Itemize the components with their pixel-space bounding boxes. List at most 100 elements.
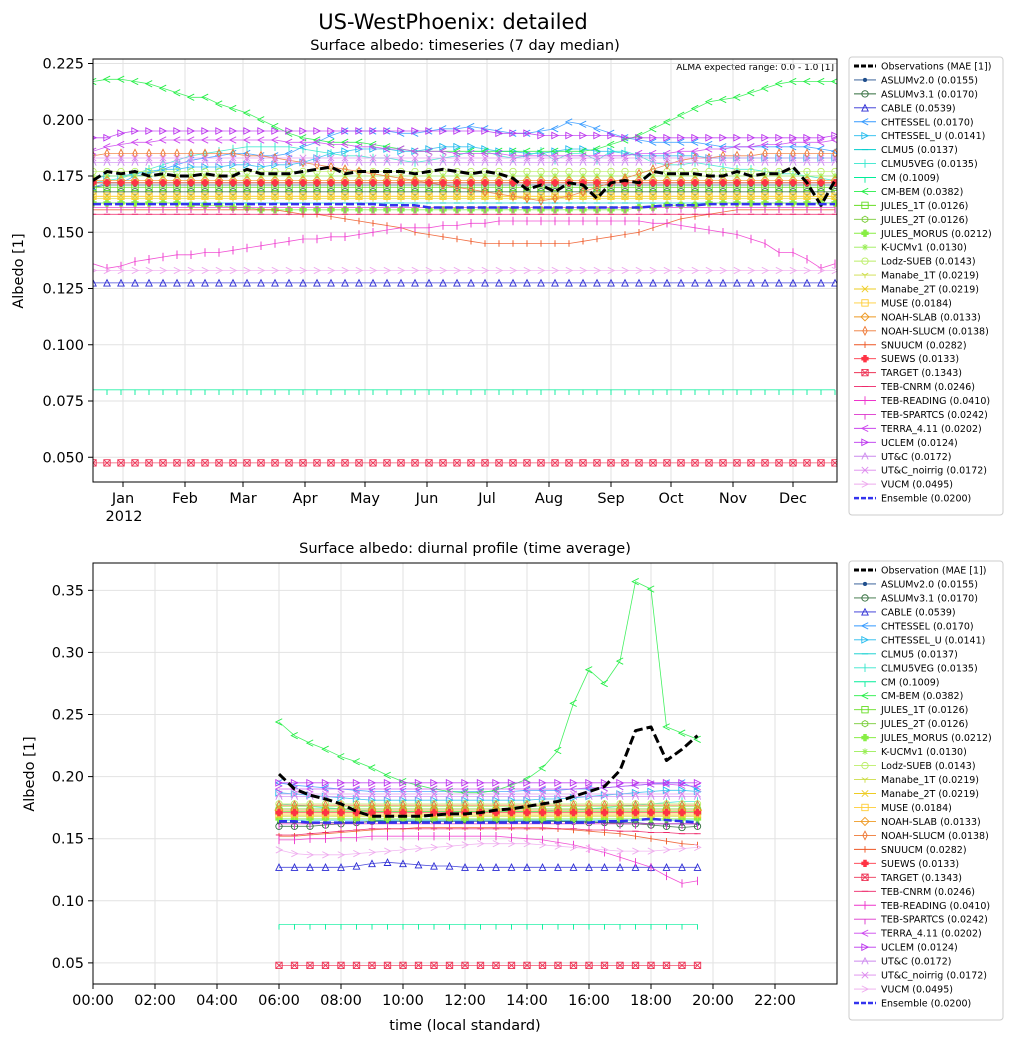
series-uclem	[93, 127, 837, 142]
legend-entry: Lodz-SUEB (0.0143)	[854, 257, 976, 268]
data-point	[290, 863, 299, 871]
data-point	[352, 961, 361, 970]
data-point	[663, 154, 671, 162]
data-point	[467, 167, 475, 176]
data-point	[368, 778, 377, 787]
data-point	[158, 84, 167, 92]
data-point	[746, 143, 755, 151]
data-point	[584, 785, 593, 793]
data-point	[693, 863, 702, 871]
data-point	[537, 266, 546, 275]
data-point	[719, 188, 727, 196]
data-point	[306, 961, 314, 970]
legend-marker	[861, 873, 869, 881]
data-point	[606, 140, 615, 149]
legend-entry: UT&C_noirrig (0.0172)	[854, 971, 987, 982]
data-point	[229, 459, 237, 467]
data-point	[719, 192, 727, 200]
data-point	[693, 808, 702, 817]
x-tick-label: 04:00	[196, 993, 238, 1009]
data-point	[397, 192, 405, 200]
data-point	[337, 792, 345, 800]
series-ut-c	[93, 158, 837, 166]
legend-label: UT&C_noirrig (0.0172)	[881, 466, 987, 477]
data-point	[551, 278, 559, 287]
data-point	[705, 179, 713, 187]
data-point	[551, 131, 560, 140]
data-point	[425, 459, 433, 467]
data-point	[507, 808, 516, 817]
data-point	[565, 192, 573, 200]
data-point	[257, 278, 265, 287]
legend-label: Lodz-SUEB (0.0143)	[881, 257, 976, 268]
data-point	[173, 266, 182, 275]
data-point	[538, 961, 547, 970]
data-point	[131, 179, 139, 187]
data-point	[704, 145, 713, 153]
data-point	[481, 179, 489, 187]
data-point	[607, 131, 616, 140]
legend-label: UCLEM (0.0124)	[881, 943, 958, 954]
data-point	[621, 154, 629, 162]
data-point	[607, 158, 615, 166]
legend-entry: NOAH-SLAB (0.0133)	[854, 816, 981, 828]
data-point	[414, 792, 423, 800]
legend-entry: TEB-READING (0.0410)	[854, 396, 990, 407]
data-point	[337, 863, 345, 871]
data-point	[438, 147, 447, 155]
data-point	[383, 127, 392, 135]
data-point	[383, 154, 391, 162]
data-point	[616, 808, 624, 817]
data-point	[634, 149, 643, 158]
data-point	[201, 278, 209, 287]
data-point	[635, 459, 643, 467]
data-point	[481, 278, 489, 287]
series-line	[93, 78, 835, 152]
data-point	[523, 790, 531, 798]
data-point	[159, 459, 167, 467]
data-point	[523, 179, 531, 187]
legend-marker	[861, 733, 869, 742]
data-point	[439, 158, 447, 166]
data-point	[747, 266, 756, 275]
data-point	[144, 80, 153, 88]
data-point	[693, 778, 702, 787]
data-point	[352, 792, 361, 800]
legend-label: NOAH-SLAB (0.0133)	[881, 817, 981, 828]
data-point	[817, 179, 825, 187]
legend-label: UCLEM (0.0124)	[881, 438, 958, 449]
series-teb-reading	[278, 832, 698, 888]
data-point	[299, 127, 308, 135]
data-point	[411, 154, 419, 162]
data-point	[607, 167, 615, 176]
data-point	[466, 122, 475, 131]
legend-marker	[861, 201, 869, 210]
data-point	[201, 158, 209, 166]
data-point	[257, 154, 265, 162]
data-point	[321, 785, 329, 793]
data-point	[159, 266, 168, 275]
data-point	[326, 131, 335, 140]
data-point	[396, 145, 405, 153]
data-point	[510, 191, 516, 202]
data-point	[580, 186, 586, 197]
data-point	[733, 459, 741, 467]
data-point	[476, 785, 484, 793]
data-point	[397, 459, 405, 467]
data-point	[775, 266, 784, 275]
data-point	[353, 849, 361, 858]
x-tick-label: 22:00	[754, 993, 796, 1009]
data-point	[321, 790, 330, 798]
data-point	[635, 266, 644, 275]
legend-entry: CLMU5 (0.0137)	[854, 145, 958, 156]
data-point	[570, 843, 578, 851]
data-point	[600, 961, 609, 970]
data-point	[508, 840, 516, 848]
data-point	[117, 158, 125, 166]
data-point	[145, 154, 153, 162]
series-cm	[278, 924, 698, 930]
data-point	[299, 192, 307, 200]
legend-label: TARGET (0.1343)	[880, 368, 962, 379]
data-point	[593, 147, 602, 156]
data-point	[299, 188, 307, 196]
